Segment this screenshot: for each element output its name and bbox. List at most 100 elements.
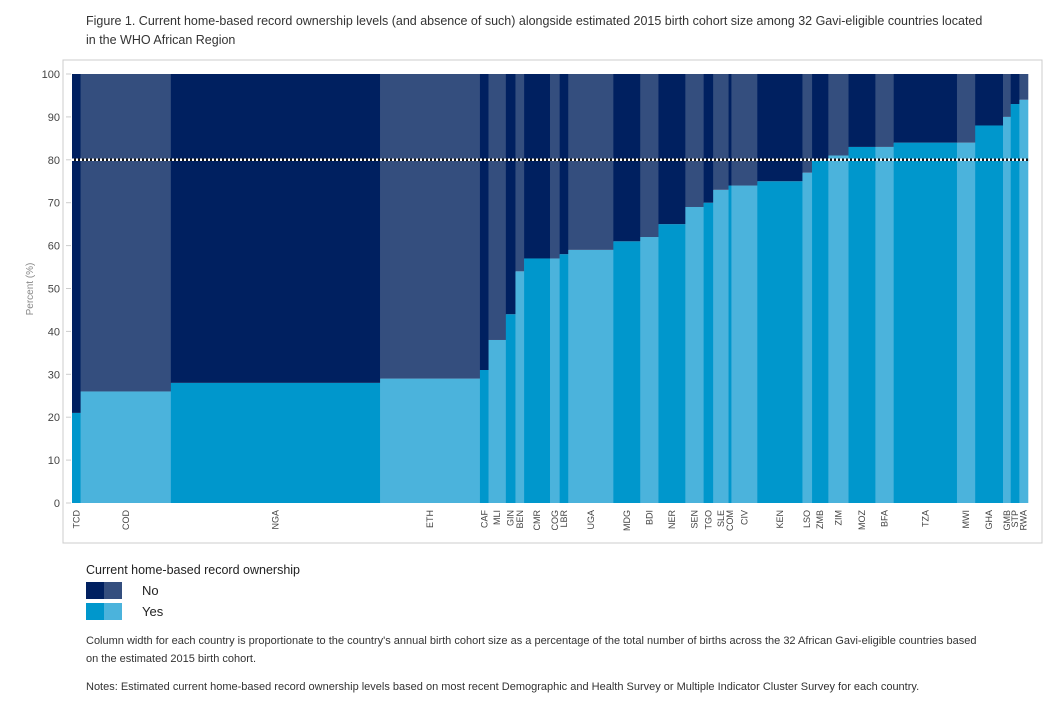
x-tick-label: UGA (586, 510, 596, 530)
segment (848, 74, 876, 147)
legend-swatch (86, 582, 104, 599)
y-tick-label: 90 (48, 112, 60, 124)
segment (170, 74, 381, 383)
segment (731, 185, 758, 504)
segment (479, 370, 489, 503)
segment (1019, 74, 1029, 100)
segment (640, 237, 659, 503)
x-tick-label: LBR (559, 510, 569, 528)
x-tick-label: SEN (689, 510, 699, 529)
segment (80, 74, 172, 392)
segment (828, 74, 849, 156)
x-tick-label: LSO (802, 510, 812, 528)
segment (802, 172, 813, 504)
x-tick-label: NGA (270, 510, 280, 530)
segment (488, 339, 507, 503)
segment (812, 159, 829, 504)
y-axis-label: Percent (%) (25, 263, 36, 316)
y-tick-label: 70 (48, 198, 60, 210)
segment (703, 74, 714, 203)
segment (568, 249, 614, 503)
segment (956, 74, 976, 143)
segment (515, 271, 525, 503)
segment (1003, 116, 1012, 504)
x-tick-label: TZA (920, 510, 930, 527)
segment (728, 185, 732, 504)
y-tick-label: 100 (42, 69, 60, 81)
x-tick-label: COG (550, 510, 560, 531)
segment (505, 74, 516, 315)
y-tick-label: 40 (48, 326, 60, 338)
x-tick-label: ETH (425, 510, 435, 528)
x-tick-label: GHA (984, 510, 994, 530)
note-1: Column width for each country is proport… (86, 635, 977, 665)
chart-frame (62, 59, 1043, 544)
x-tick-label: STP (1010, 510, 1020, 528)
y-tick-label: 60 (48, 241, 60, 253)
segment (1019, 99, 1029, 504)
y-tick-label: 30 (48, 369, 60, 381)
segment (1010, 104, 1020, 503)
segment (713, 74, 729, 190)
segment (479, 74, 489, 371)
segment (975, 74, 1004, 126)
y-tick-label: 20 (48, 412, 60, 424)
x-tick-label: SLE (716, 510, 726, 527)
y-tick-label: 50 (48, 284, 60, 296)
x-tick-label: CMR (532, 510, 542, 531)
segment (613, 241, 641, 503)
segment (568, 74, 614, 250)
segment (975, 125, 1004, 503)
x-tick-label: TGO (703, 510, 713, 530)
segment (524, 74, 551, 259)
segment (956, 142, 976, 503)
segment (658, 224, 686, 503)
segment (685, 206, 704, 504)
x-tick-label: CAF (479, 509, 489, 528)
y-tick-label: 10 (48, 455, 60, 467)
segment (613, 74, 641, 242)
x-tick-label: BDI (644, 510, 654, 525)
segment (524, 258, 551, 503)
x-tick-label: BEN (515, 510, 525, 529)
x-tick-label: TCD (71, 510, 81, 529)
x-tick-label: NER (667, 510, 677, 530)
segment (559, 254, 569, 503)
segment (812, 74, 829, 160)
segment (658, 74, 686, 225)
segment (559, 74, 569, 255)
segment (685, 74, 704, 207)
x-tick-label: ZMB (815, 510, 825, 529)
segment (380, 378, 481, 503)
legend-swatch (104, 582, 122, 599)
x-tick-label: MDG (622, 510, 632, 531)
x-tick-label: CIV (739, 510, 749, 525)
segment (875, 74, 894, 147)
segment (703, 202, 714, 503)
segment (1003, 74, 1012, 117)
segment (505, 314, 516, 503)
segment (550, 74, 560, 259)
y-tick-label: 0 (54, 498, 60, 510)
x-tick-label: COD (121, 510, 131, 531)
segment (828, 155, 849, 503)
legend-swatch (104, 603, 122, 620)
segment (848, 146, 876, 503)
segment (72, 74, 81, 413)
segment (875, 146, 894, 503)
segment (728, 74, 732, 186)
x-tick-label: KEN (775, 510, 785, 529)
segment (488, 74, 507, 340)
y-tick-label: 80 (48, 155, 60, 167)
segment (893, 142, 958, 503)
x-tick-label: ZIM (833, 510, 843, 526)
legend-label: Yes (142, 604, 164, 619)
note-2: Notes: Estimated current home-based reco… (86, 681, 920, 693)
segment (757, 181, 803, 503)
segment (80, 391, 172, 503)
segment (170, 382, 381, 503)
segment (380, 74, 481, 379)
x-tick-label: GMB (1002, 510, 1012, 531)
